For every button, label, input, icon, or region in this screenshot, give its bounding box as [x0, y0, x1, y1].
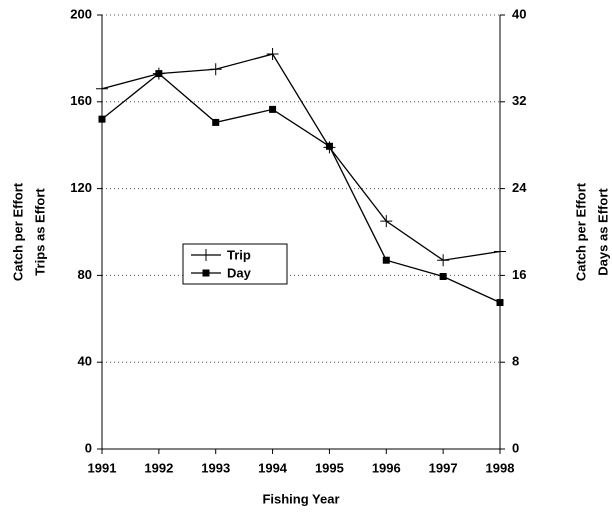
marker — [212, 118, 220, 126]
x-tick-label: 1996 — [372, 460, 401, 475]
marker — [380, 215, 393, 228]
y2-tick-label: 40 — [512, 6, 526, 21]
y2-tick-label: 32 — [512, 93, 526, 108]
marker — [496, 299, 504, 307]
marker — [96, 82, 108, 95]
y2-tick-label: 0 — [512, 440, 519, 455]
x-tick-label: 1991 — [88, 460, 117, 475]
y2-axis-label: Catch per Effort — [573, 182, 588, 281]
y2-tick-label: 16 — [512, 267, 526, 282]
marker — [98, 115, 106, 123]
x-tick-label: 1995 — [315, 460, 344, 475]
y2-tick-label: 24 — [512, 180, 527, 195]
series-line — [101, 53, 501, 261]
marker — [437, 254, 450, 267]
y2-axis-label: Days as Effort — [595, 188, 610, 276]
marker — [382, 256, 390, 264]
y2-tick-label: 8 — [512, 354, 519, 369]
marker — [439, 272, 447, 280]
y-tick-label: 160 — [70, 93, 92, 108]
series-line — [101, 72, 501, 304]
marker — [325, 142, 333, 150]
x-tick-label: 1998 — [486, 460, 515, 475]
legend-box — [182, 243, 288, 285]
y-axis-label: Trips as Effort — [32, 188, 47, 276]
y-tick-label: 80 — [78, 267, 92, 282]
x-axis-label: Fishing Year — [262, 491, 339, 506]
legend: Trip Day — [182, 243, 288, 285]
x-tick-label: 1992 — [144, 460, 173, 475]
legend-label: Trip — [227, 247, 251, 262]
x-tick-label: 1997 — [429, 460, 458, 475]
marker — [209, 63, 222, 76]
x-tick-label: 1994 — [258, 460, 288, 475]
legend-marker — [202, 269, 210, 277]
legend-label: Day — [227, 265, 252, 280]
y-tick-label: 120 — [70, 180, 92, 195]
y-axis-label: Catch per Effort — [10, 182, 25, 281]
y-tick-label: 40 — [78, 354, 92, 369]
legend-marker — [200, 249, 212, 261]
y-tick-label: 0 — [85, 440, 92, 455]
marker — [269, 105, 277, 113]
marker — [155, 70, 163, 78]
y-tick-label: 200 — [70, 6, 92, 21]
x-tick-label: 1993 — [201, 460, 230, 475]
marker — [494, 245, 506, 258]
marker — [266, 48, 279, 61]
